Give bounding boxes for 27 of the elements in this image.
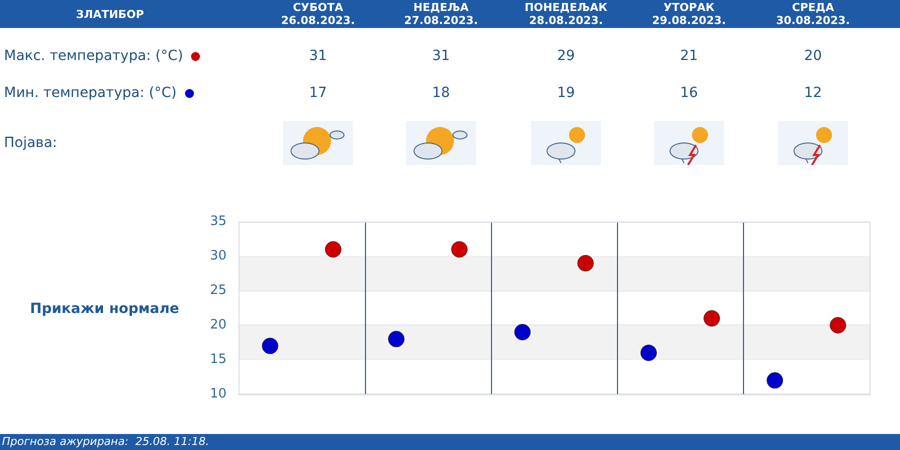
text: НЕДЕЉА 27.08.2023. [403,1,479,27]
data-label: 12 [803,85,823,101]
text: Појава: [4,135,58,151]
y-tick-label: 10 [210,386,227,402]
y-tick-label: 30 [210,248,227,264]
data-label: 18 [431,85,451,101]
text: СРЕДА 30.08.2023. [775,1,851,27]
legend-label: Мин. температура: (°C) [4,85,177,101]
data-label: 17 [308,85,328,101]
y-tick-label: 20 [210,318,227,333]
y-tick-label: 15 [210,352,227,368]
text: ПОНЕДЕЉАК 28.08.2023. [524,1,608,27]
text: Прогноза ажурирана: 25.08. 11:18. [2,435,210,448]
data-label: 29 [556,48,576,64]
data-label: 21 [679,48,699,64]
text: Прикажи нормале [30,301,180,317]
data-label: 31 [431,48,451,64]
text: СУБОТА 26.08.2023. [280,1,356,27]
data-label: 16 [679,85,699,101]
data-label: 20 [803,48,823,64]
data-label: 31 [308,48,328,64]
y-tick-label: 35 [210,214,227,230]
text: УТОРАК 29.08.2023. [651,1,727,27]
data-label: 19 [556,85,576,101]
text: ЗЛАТИБОР [75,8,145,21]
y-tick-label: 25 [210,283,227,298]
legend-label: Макс. температура: (°C) [4,48,184,64]
